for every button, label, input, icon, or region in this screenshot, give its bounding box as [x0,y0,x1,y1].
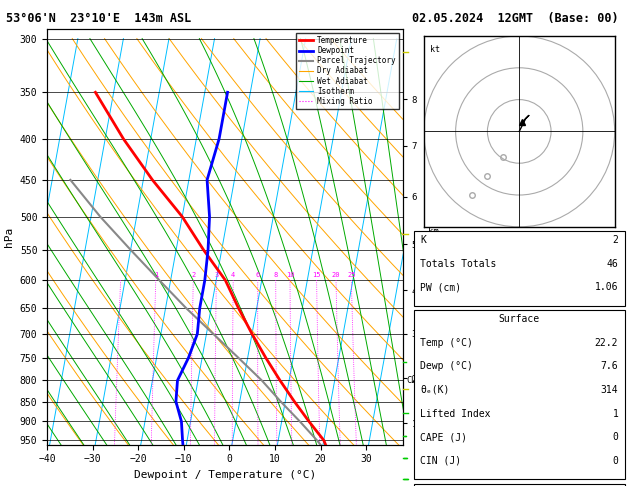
Text: Surface: Surface [499,314,540,324]
Text: K: K [420,235,426,245]
Y-axis label: km
ASL: km ASL [426,227,442,246]
Text: CAPE (J): CAPE (J) [420,432,467,442]
Text: 7.6: 7.6 [601,361,618,371]
Bar [414,231,625,306]
Text: θₑ(K): θₑ(K) [420,385,450,395]
Text: CIN (J): CIN (J) [420,456,461,466]
Text: 15: 15 [313,273,321,278]
Text: Temp (°C): Temp (°C) [420,338,473,347]
Text: PW (cm): PW (cm) [420,282,461,292]
Text: 2: 2 [191,273,196,278]
Text: 4: 4 [231,273,235,278]
Text: CL: CL [407,376,417,385]
Text: 2: 2 [613,235,618,245]
Text: kt: kt [430,45,440,54]
Text: 25: 25 [347,273,355,278]
Text: 10: 10 [286,273,294,278]
Bar [414,311,625,480]
Text: 3: 3 [214,273,218,278]
Text: 02.05.2024  12GMT  (Base: 00): 02.05.2024 12GMT (Base: 00) [412,12,618,25]
Text: 1: 1 [153,273,158,278]
Text: 314: 314 [601,385,618,395]
Legend: Temperature, Dewpoint, Parcel Trajectory, Dry Adiabat, Wet Adiabat, Isotherm, Mi: Temperature, Dewpoint, Parcel Trajectory… [296,33,399,109]
Text: 0: 0 [613,432,618,442]
Text: Totals Totals: Totals Totals [420,259,496,269]
Text: 1: 1 [613,409,618,418]
Y-axis label: hPa: hPa [4,227,14,247]
Bar [414,484,625,486]
Text: Lifted Index: Lifted Index [420,409,491,418]
X-axis label: Dewpoint / Temperature (°C): Dewpoint / Temperature (°C) [134,470,316,480]
Text: 6: 6 [255,273,260,278]
Text: 0: 0 [613,456,618,466]
Text: 20: 20 [331,273,340,278]
Text: 8: 8 [274,273,278,278]
Text: Dewp (°C): Dewp (°C) [420,361,473,371]
Text: 22.2: 22.2 [595,338,618,347]
Text: 53°06'N  23°10'E  143m ASL: 53°06'N 23°10'E 143m ASL [6,12,192,25]
Text: 1.06: 1.06 [595,282,618,292]
Text: 46: 46 [606,259,618,269]
